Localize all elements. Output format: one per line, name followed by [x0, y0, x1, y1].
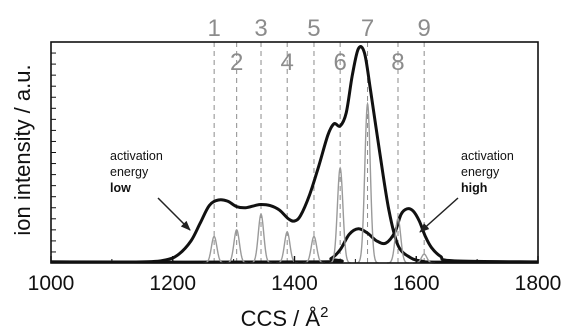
- series-line-1: [50, 45, 539, 264]
- x-axis-title: CCS / Å2: [241, 304, 329, 331]
- peak-marker-label-7: 7: [361, 15, 374, 42]
- component-peak-7: [356, 101, 379, 264]
- annotation-low-line-1: activation: [110, 149, 163, 163]
- component-peak-2: [225, 229, 248, 264]
- annotation-low-arrow: [157, 197, 191, 231]
- x-tick-label-1600: 1600: [393, 272, 440, 295]
- peak-marker-label-2: 2: [230, 49, 243, 76]
- x-tick-label-1400: 1400: [271, 272, 318, 295]
- x-axis-title-superscript: 2: [320, 304, 328, 321]
- annotation-low-bold: low: [110, 181, 131, 195]
- peak-marker-label-6: 6: [333, 49, 346, 76]
- peak-marker-label-9: 9: [417, 15, 430, 42]
- peak-marker-label-5: 5: [307, 15, 320, 42]
- annotation-high-bold: high: [461, 181, 487, 195]
- component-peak-6: [329, 166, 352, 264]
- annotations-layer: activation energy low activation energy high: [110, 149, 514, 233]
- series-line-2: [50, 207, 539, 264]
- component-peak-8: [387, 217, 409, 264]
- peak-marker-label-4: 4: [281, 49, 294, 76]
- peak-marker-label-8: 8: [391, 49, 404, 76]
- x-tick-label-1800: 1800: [515, 272, 562, 295]
- annotation-high-line-2: energy: [461, 165, 500, 179]
- annotation-high-arrow: [419, 197, 459, 233]
- axes-layer: [50, 41, 539, 264]
- peak-marker-label-1: 1: [207, 15, 220, 42]
- component-peak-3: [250, 213, 273, 264]
- y-axis-title: ion intensity / a.u.: [10, 64, 35, 235]
- annotation-high-line-1: activation: [461, 149, 514, 163]
- peak-marker-label-3: 3: [254, 15, 267, 42]
- x-tick-label-1000: 1000: [28, 272, 75, 295]
- annotation-low-line-2: energy: [110, 165, 149, 179]
- x-tick-label-1200: 1200: [149, 272, 196, 295]
